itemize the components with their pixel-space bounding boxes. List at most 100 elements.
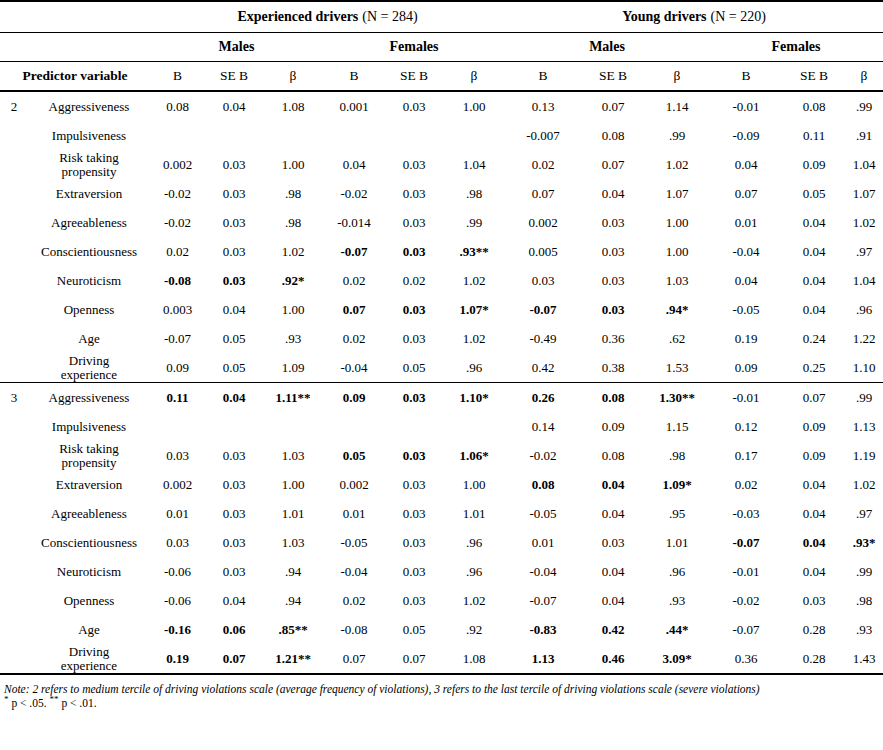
value-cell: 0.03 <box>385 208 443 237</box>
value-cell: 0.03 <box>385 528 443 557</box>
table-row: Conscientiousness0.020.031.02-0.070.03.9… <box>0 237 883 266</box>
value-cell: 1.10* <box>443 383 505 413</box>
tercile-label <box>0 528 28 557</box>
value-cell: .91 <box>845 121 883 150</box>
group-header-row: Experienced drivers(N = 284) Young drive… <box>0 1 883 33</box>
value-cell: 0.04 <box>205 383 263 413</box>
predictor-label: Impulsiveness <box>28 412 150 441</box>
value-cell: 0.03 <box>205 499 263 528</box>
predictor-label: Age <box>28 615 150 644</box>
table-row: 3Aggressiveness0.110.041.11**0.090.031.1… <box>0 383 883 413</box>
value-cell: 1.07* <box>443 295 505 324</box>
group-n-young: (N = 220) <box>711 9 766 24</box>
value-cell: 0.12 <box>709 412 783 441</box>
value-cell: 0.03 <box>385 557 443 586</box>
predictor-variable-header: Predictor variable <box>0 62 150 92</box>
value-cell: 1.00 <box>645 237 709 266</box>
value-cell <box>443 412 505 441</box>
value-cell: .98 <box>443 179 505 208</box>
value-cell: -0.01 <box>709 557 783 586</box>
table-row: Agreeableness-0.020.03.98-0.0140.03.990.… <box>0 208 883 237</box>
value-cell: 0.03 <box>581 266 645 295</box>
value-cell: -0.08 <box>150 266 205 295</box>
value-cell: 0.03 <box>150 528 205 557</box>
value-cell: 0.03 <box>205 528 263 557</box>
value-cell: 0.19 <box>709 324 783 353</box>
value-cell: 0.005 <box>505 237 581 266</box>
value-cell: .93 <box>645 586 709 615</box>
tercile-label <box>0 266 28 295</box>
value-cell: .94* <box>645 295 709 324</box>
value-cell: .93 <box>845 615 883 644</box>
value-cell: .99 <box>845 557 883 586</box>
predictor-label: Conscientiousness <box>28 237 150 266</box>
value-cell: .96 <box>443 528 505 557</box>
regression-results-table: Experienced drivers(N = 284) Young drive… <box>0 0 883 675</box>
value-cell: 0.03 <box>205 441 263 470</box>
table-row: Risk taking propensity0.0020.031.000.040… <box>0 150 883 179</box>
tercile-label <box>0 150 28 179</box>
value-cell: .44* <box>645 615 709 644</box>
value-cell: 0.03 <box>581 295 645 324</box>
table-row: Impulsiveness0.140.091.150.120.091.13 <box>0 412 883 441</box>
table-row: Conscientiousness0.030.031.03-0.050.03.9… <box>0 528 883 557</box>
value-cell: 0.08 <box>150 91 205 121</box>
value-cell: 1.03 <box>645 266 709 295</box>
value-cell: 0.04 <box>783 470 845 499</box>
predictor-label: Openness <box>28 295 150 324</box>
table-row: Neuroticism-0.080.03.92*0.020.021.020.03… <box>0 266 883 295</box>
value-cell: 0.38 <box>581 353 645 383</box>
value-cell: 1.30** <box>645 383 709 413</box>
value-cell: 1.21** <box>263 644 323 674</box>
col-header-beta: β <box>263 62 323 92</box>
value-cell: .94 <box>263 557 323 586</box>
value-cell: 0.03 <box>581 208 645 237</box>
value-cell: 1.53 <box>645 353 709 383</box>
value-cell: 0.07 <box>323 295 385 324</box>
value-cell: 0.07 <box>385 644 443 674</box>
table-row: Openness-0.060.04.940.020.031.02-0.070.0… <box>0 586 883 615</box>
value-cell: .93* <box>845 528 883 557</box>
value-cell: 1.10 <box>845 353 883 383</box>
value-cell: -0.07 <box>709 615 783 644</box>
value-cell: 0.14 <box>505 412 581 441</box>
col-header-se-b: SE B <box>783 62 845 92</box>
group-label-experienced: Experienced drivers <box>237 9 358 24</box>
value-cell: 0.03 <box>205 266 263 295</box>
tercile-label <box>0 295 28 324</box>
value-cell: 0.07 <box>205 644 263 674</box>
value-cell: 0.03 <box>385 441 443 470</box>
value-cell: -0.07 <box>505 295 581 324</box>
col-header-b: B <box>709 62 783 92</box>
note-text: Note: 2 refers to medium tercile of driv… <box>4 682 883 696</box>
value-cell: .95 <box>645 499 709 528</box>
significance-text: p < .05. <box>9 697 50 709</box>
value-cell: 0.03 <box>581 237 645 266</box>
col-header-se-b: SE B <box>205 62 263 92</box>
value-cell: .96 <box>845 295 883 324</box>
significance-text: p < .01. <box>59 697 97 709</box>
value-cell: 0.04 <box>783 295 845 324</box>
value-cell <box>150 412 205 441</box>
group-header-experienced: Experienced drivers(N = 284) <box>150 1 505 33</box>
value-cell: -0.04 <box>323 353 385 383</box>
value-cell: 1.03 <box>263 441 323 470</box>
subgroup-blank <box>0 33 150 62</box>
table-note: Note: 2 refers to medium tercile of driv… <box>4 682 883 710</box>
value-cell: 0.19 <box>150 644 205 674</box>
corner-blank <box>0 1 150 33</box>
table-row: Impulsiveness-0.0070.08.99-0.090.11.91 <box>0 121 883 150</box>
tercile-label <box>0 586 28 615</box>
value-cell: 0.25 <box>783 353 845 383</box>
column-header-row: Predictor variable B SE B β B SE B β B S… <box>0 62 883 92</box>
value-cell: .96 <box>443 353 505 383</box>
value-cell: 1.09 <box>263 353 323 383</box>
value-cell: 0.03 <box>385 179 443 208</box>
value-cell: 0.26 <box>505 383 581 413</box>
value-cell: .98 <box>845 586 883 615</box>
value-cell: 0.05 <box>205 353 263 383</box>
value-cell: 1.08 <box>443 644 505 674</box>
value-cell: 1.03 <box>263 528 323 557</box>
value-cell: -0.01 <box>709 383 783 413</box>
value-cell: 0.03 <box>385 150 443 179</box>
